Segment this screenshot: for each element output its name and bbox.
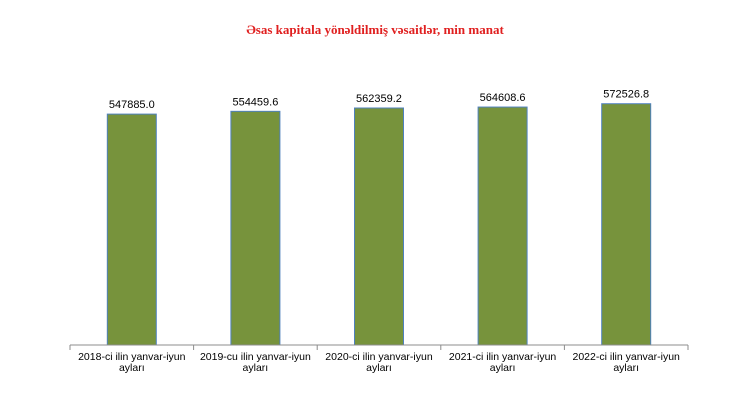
bar-4: [477, 106, 528, 346]
value-label-5: 572526.8: [603, 89, 649, 101]
category-label-3-line-2: ayları: [366, 362, 392, 374]
category-label-3-line-1: 2020-ci ilin yanvar-iyun: [325, 351, 433, 363]
category-label-5-line-1: 2022-ci ilin yanvar-iyun: [573, 351, 681, 363]
category-label-2-line-1: 2019-cu ilin yanvar-iyun: [200, 351, 311, 363]
category-label-1-line-2: ayları: [119, 362, 145, 374]
category-label-2-line-2: ayları: [243, 362, 269, 374]
bars-group: [106, 103, 652, 346]
x-axis: [69, 344, 689, 350]
bar-3: [354, 107, 404, 346]
value-label-3: 562359.2: [356, 93, 402, 105]
value-label-1: 547885.0: [109, 99, 155, 111]
value-labels-group: 547885.0 554459.6 562359.2 564608.6 572526.8: [109, 89, 649, 111]
category-label-4-line-1: 2021-ci ilin yanvar-iyun: [449, 351, 557, 363]
category-label-4-line-2: ayları: [490, 362, 516, 374]
bar-5: [601, 103, 652, 346]
bar-2: [230, 110, 281, 346]
value-label-4: 564608.6: [480, 92, 526, 104]
category-label-1-line-1: 2018-ci ilin yanvar-iyun: [78, 351, 186, 363]
chart-title: Əsas kapitala yönəldilmiş vəsaitlər, min…: [246, 22, 504, 37]
value-label-2: 554459.6: [232, 96, 278, 108]
bar-1: [106, 113, 157, 346]
category-label-5-line-2: ayları: [613, 362, 639, 374]
